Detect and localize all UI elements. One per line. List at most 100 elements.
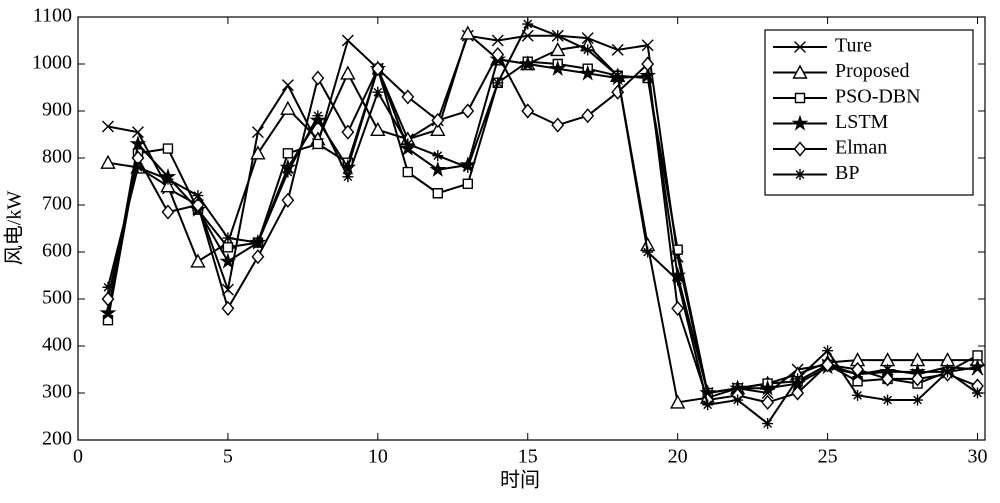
- data-point: [312, 138, 324, 150]
- y-tick-label: 700: [42, 193, 72, 215]
- data-point: [671, 300, 685, 316]
- series-line: [106, 58, 978, 395]
- data-point: [912, 394, 924, 406]
- data-point: [911, 371, 924, 387]
- y-tick-label: 200: [42, 428, 72, 450]
- data-point: [102, 281, 114, 293]
- data-point: [282, 148, 294, 159]
- data-point: [550, 41, 566, 57]
- data-point: [791, 385, 805, 401]
- data-point: [582, 44, 594, 56]
- data-point: [581, 108, 595, 124]
- data-point: [762, 418, 774, 430]
- y-axis-label: 风电/kW: [3, 191, 26, 266]
- y-tick-label: 400: [42, 334, 72, 356]
- data-point: [431, 112, 445, 128]
- data-point: [219, 252, 237, 269]
- data-point: [342, 171, 354, 183]
- data-point: [522, 18, 534, 30]
- data-point: [282, 166, 294, 178]
- legend-label: BP: [835, 162, 859, 184]
- legend-marker: [793, 141, 807, 157]
- y-tick-label: 300: [42, 381, 72, 403]
- data-point: [221, 300, 235, 316]
- data-point: [280, 100, 296, 115]
- data-point: [101, 120, 114, 133]
- data-point: [792, 373, 804, 385]
- data-point: [761, 394, 775, 410]
- data-point: [191, 197, 205, 213]
- data-point: [491, 34, 504, 47]
- x-tick-label: 25: [818, 446, 838, 468]
- data-point: [311, 70, 325, 86]
- x-tick-label: 5: [223, 446, 233, 468]
- data-point: [491, 47, 505, 63]
- plot-area: [77, 16, 986, 441]
- data-point: [162, 143, 174, 154]
- data-point: [281, 79, 294, 92]
- legend-marker: [794, 92, 806, 104]
- data-point: [312, 110, 324, 122]
- data-point: [702, 399, 714, 411]
- data-point: [222, 242, 234, 253]
- data-point: [101, 291, 115, 307]
- data-point: [972, 387, 984, 399]
- data-point: [432, 150, 444, 162]
- data-point: [642, 246, 654, 258]
- data-point: [429, 161, 447, 177]
- data-point: [492, 77, 504, 89]
- data-point: [972, 350, 983, 361]
- data-point: [851, 361, 864, 378]
- legend-label: Elman: [835, 137, 887, 159]
- data-point: [612, 70, 624, 82]
- data-point: [672, 274, 684, 286]
- data-point: [732, 394, 744, 406]
- y-tick-label: 900: [42, 99, 72, 121]
- data-point: [100, 154, 116, 169]
- data-point: [341, 34, 354, 47]
- legend-marker: [792, 64, 808, 79]
- data-point: [281, 192, 295, 208]
- series-line: [107, 22, 979, 426]
- data-point: [521, 103, 535, 119]
- data-point: [822, 345, 834, 357]
- data-point: [460, 25, 476, 40]
- data-point: [131, 126, 144, 139]
- data-point: [881, 371, 894, 387]
- data-point: [552, 30, 564, 42]
- data-point: [969, 358, 986, 375]
- data-point: [99, 304, 117, 321]
- x-tick-label: 15: [518, 446, 538, 468]
- data-point: [132, 161, 144, 173]
- data-point: [251, 249, 265, 265]
- data-point: [821, 357, 835, 373]
- data-point: [639, 67, 657, 83]
- data-point: [162, 173, 174, 185]
- data-point: [641, 39, 654, 52]
- data-point: [549, 59, 567, 76]
- data-point: [402, 138, 414, 150]
- data-point: [641, 56, 655, 72]
- data-point: [160, 178, 176, 193]
- data-point: [432, 188, 444, 199]
- legend-marker: [791, 114, 809, 131]
- y-tick-label: 500: [42, 287, 72, 309]
- data-point: [611, 43, 624, 56]
- y-tick-label: 1100: [33, 5, 72, 27]
- data-point: [551, 117, 565, 133]
- data-point: [192, 190, 204, 202]
- legend-label: Ture: [835, 35, 872, 57]
- data-point: [161, 204, 175, 220]
- data-point: [882, 394, 894, 406]
- data-point: [370, 121, 386, 136]
- legend-box: [764, 29, 974, 196]
- data-point: [372, 86, 384, 98]
- legend-marker: [794, 41, 806, 53]
- y-tick-label: 1000: [32, 52, 72, 74]
- data-point: [371, 61, 385, 77]
- x-tick-label: 0: [73, 446, 83, 468]
- legend-label: LSTM: [835, 111, 889, 133]
- data-point: [519, 55, 537, 72]
- data-point: [461, 103, 475, 119]
